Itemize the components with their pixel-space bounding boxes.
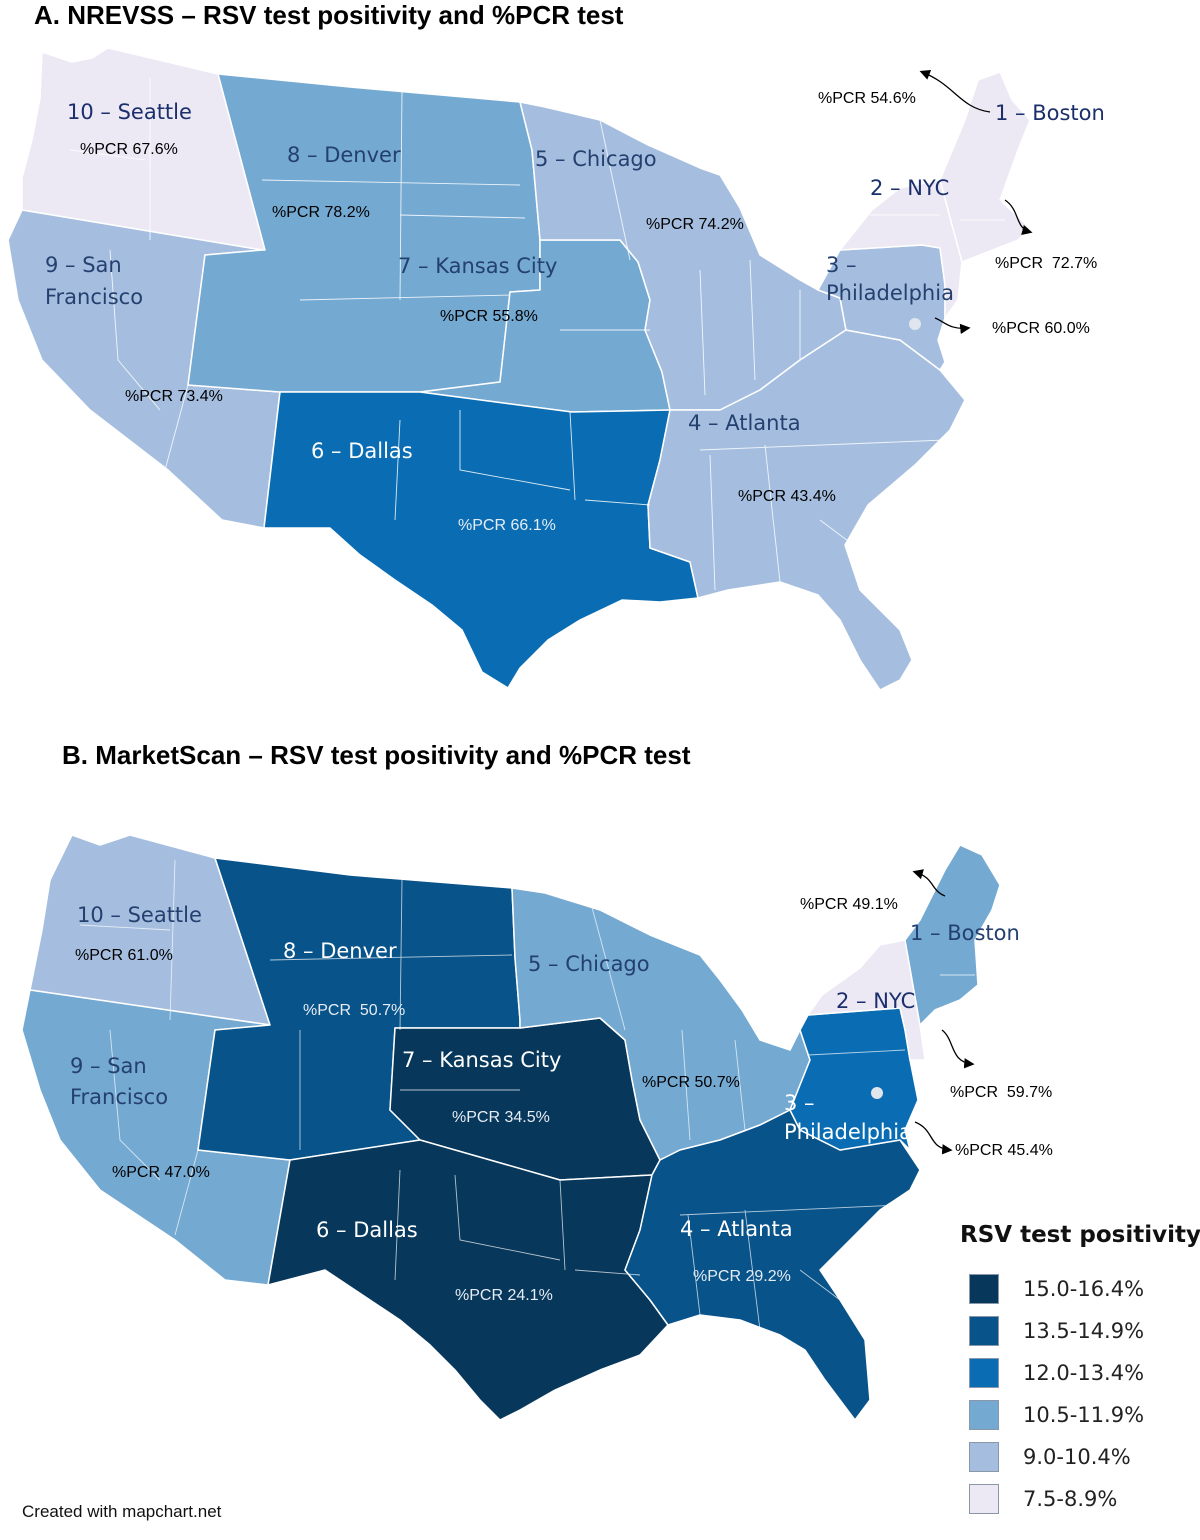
region-1-boston (939, 71, 1031, 263)
region-name-label: 10 – Seattle (67, 100, 192, 124)
region-name-label: 5 – Chicago (528, 952, 650, 976)
pcr-label: %PCR 78.2% (272, 204, 370, 221)
region-name-label: Francisco (45, 285, 143, 309)
region-1-boston (904, 844, 1001, 1026)
legend-swatch (969, 1484, 999, 1514)
pcr-label: %PCR 72.7% (995, 255, 1097, 272)
legend-item: 13.5-14.9% (960, 1312, 1200, 1350)
legend-label: 13.5-14.9% (1023, 1319, 1145, 1343)
arrows-b (912, 869, 975, 1155)
legend-title: RSV test positivity (960, 1222, 1200, 1248)
pcr-label: %PCR 34.5% (452, 1109, 550, 1126)
state-borders-a (69, 78, 1005, 591)
dc-marker-a (909, 318, 921, 330)
region-6-dallas (267, 1139, 669, 1421)
dc-marker-b (871, 1087, 883, 1099)
region-name-label: 2 – NYC (836, 989, 915, 1013)
pcr-label: %PCR 29.2% (693, 1268, 791, 1285)
pcr-label: %PCR 50.7% (642, 1074, 740, 1091)
region-name-label: 5 – Chicago (535, 147, 657, 171)
region-name-label: 8 – Denver (287, 143, 401, 167)
region-name-label: 7 – Kansas City (398, 254, 557, 278)
panel-b-title: B. MarketScan – RSV test positivity and … (62, 740, 691, 770)
legend-swatch (969, 1274, 999, 1304)
region-name-label: Philadelphia (826, 281, 954, 305)
region-name-label: 3 – (784, 1091, 815, 1115)
pcr-label: %PCR 50.7% (303, 1002, 405, 1019)
region-name-label: 10 – Seattle (77, 903, 202, 927)
legend-item: 7.5-8.9% (960, 1480, 1200, 1518)
state-borders-b (79, 859, 975, 1331)
region-4-atlanta (624, 1109, 921, 1421)
region-name-label: 4 – Atlanta (680, 1217, 793, 1241)
region-name-label: 1 – Boston (910, 921, 1020, 945)
panel-a-map (7, 47, 1033, 691)
region-name-label: 9 – San (70, 1054, 147, 1078)
legend-label: 9.0-10.4% (1023, 1445, 1131, 1469)
legend-label: 7.5-8.9% (1023, 1487, 1118, 1511)
region-2-nyc (839, 179, 963, 319)
region-name-label: 3 – (826, 253, 857, 277)
legend-swatch (969, 1358, 999, 1388)
legend-item: 12.0-13.4% (960, 1354, 1200, 1392)
legend-item: 9.0-10.4% (960, 1438, 1200, 1476)
legend-item: 15.0-16.4% (960, 1270, 1200, 1308)
pcr-label: %PCR 49.1% (800, 896, 898, 913)
panel-a-title: A. NREVSS – RSV test positivity and %PCR… (34, 0, 624, 30)
pcr-label: %PCR 59.7% (950, 1084, 1052, 1101)
legend-label: 10.5-11.9% (1023, 1403, 1145, 1427)
region-name-label: Francisco (70, 1085, 168, 1109)
region-name-label: 1 – Boston (995, 101, 1105, 125)
pcr-label: %PCR 60.0% (992, 320, 1090, 337)
region-name-label: 8 – Denver (283, 939, 397, 963)
legend: RSV test positivity 15.0-16.4% 13.5-14.9… (960, 1222, 1200, 1522)
credit-text: Created with mapchart.net (22, 1502, 222, 1521)
legend-swatch (969, 1442, 999, 1472)
pcr-label: %PCR 73.4% (125, 388, 223, 405)
panel-b-map (21, 834, 1001, 1421)
region-name-label: 4 – Atlanta (688, 411, 801, 435)
pcr-label: %PCR 74.2% (646, 216, 744, 233)
region-name-label: Philadelphia (784, 1120, 912, 1144)
pcr-label: %PCR 66.1% (458, 517, 556, 534)
pcr-label: %PCR 61.0% (75, 947, 173, 964)
pcr-label: %PCR 24.1% (455, 1287, 553, 1304)
region-name-label: 2 – NYC (870, 176, 949, 200)
pcr-label: %PCR 67.6% (80, 141, 178, 158)
pcr-label: %PCR 47.0% (112, 1164, 210, 1181)
region-name-label: 6 – Dallas (316, 1218, 418, 1242)
region-6-dallas (263, 391, 699, 689)
legend-swatch (969, 1400, 999, 1430)
pcr-label: %PCR 43.4% (738, 488, 836, 505)
pcr-label: %PCR 45.4% (955, 1142, 1053, 1159)
legend-label: 12.0-13.4% (1023, 1361, 1145, 1385)
legend-item: 10.5-11.9% (960, 1396, 1200, 1434)
legend-label: 15.0-16.4% (1023, 1277, 1145, 1301)
region-name-label: 9 – San (45, 253, 122, 277)
legend-swatch (969, 1316, 999, 1346)
region-name-label: 7 – Kansas City (402, 1048, 561, 1072)
pcr-label: %PCR 55.8% (440, 308, 538, 325)
pcr-label: %PCR 54.6% (818, 90, 916, 107)
region-name-label: 6 – Dallas (311, 439, 413, 463)
arrows-a (919, 70, 1033, 335)
